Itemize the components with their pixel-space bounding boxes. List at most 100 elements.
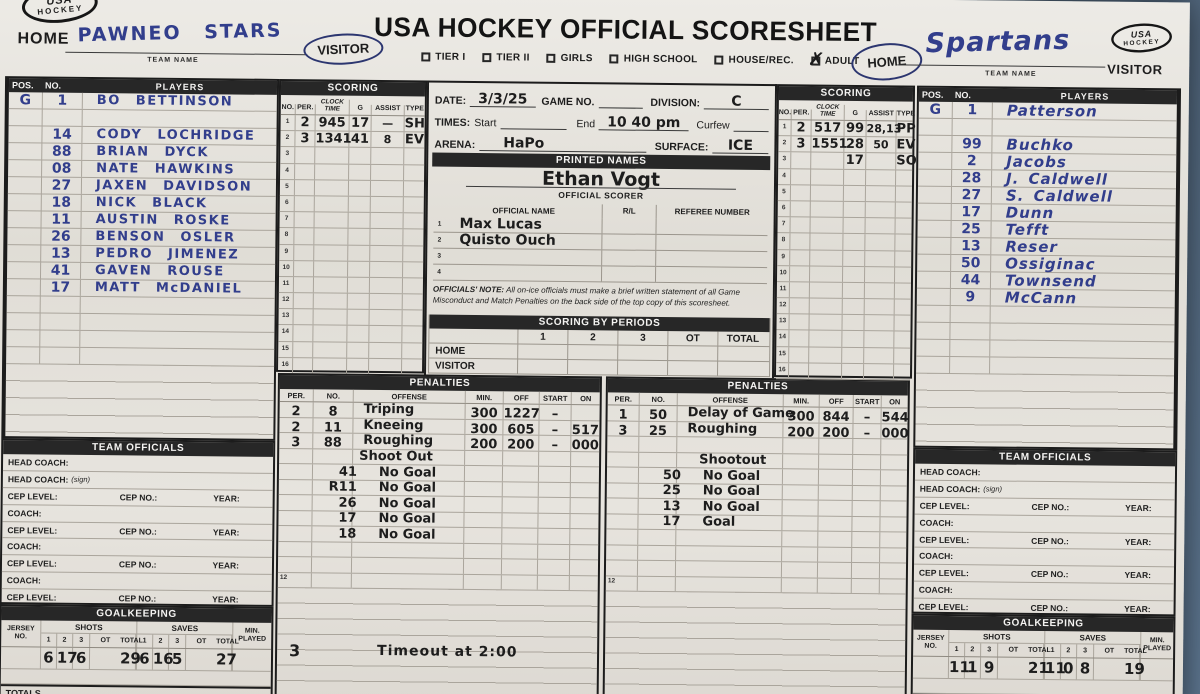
goal-scorer: 99 [844,120,867,137]
scoring-row: 8 [777,233,912,252]
type-header: TYPE [896,110,916,118]
period-header: 2 [964,643,981,657]
player-number: 2 [952,153,993,170]
shooter-number: 17 [338,510,357,526]
player-position [8,109,43,126]
goalkeeping-headers: JERSEY NO. SHOTS SAVES 1 2 3 OT TOTAL 1 2 3 OT TOT… [913,629,1174,660]
penalty-start-cell: – [539,435,572,453]
player-position [918,152,953,170]
shots-saves-headers: SHOTS SAVES 1 2 3 OT TOTAL 1 2 3 OT TOTAL [41,620,239,649]
penalty-offense-cell [351,557,465,574]
penalty-offense [676,530,781,531]
player-position [7,228,42,245]
penalty-off-cell [818,516,853,531]
penalty-offense-cell: Triping [353,402,466,419]
shootout-attempt: 13 No Goal [641,498,766,515]
player-position [917,254,952,271]
penalty-offense-cell: Delay of Game [677,405,794,422]
penalty-period-cell [605,560,639,576]
goal-clock-time [810,250,844,266]
goal-type [403,278,423,293]
scoring-row: 15 [776,346,911,365]
goal-type [896,202,912,217]
referee-row-number: 4 [437,268,441,276]
left-scoring-rows: 1 2 945 17 — SH 2 3 1341 41 8 EV [277,114,425,376]
saves-columns: 1 2 3 OT TOTAL [1045,644,1147,659]
blank-ruled-rows [5,364,275,439]
penalty-start-cell: – [853,407,882,425]
player-number: 26 [41,228,82,245]
cep-no-label: CEP NO.: [118,559,157,570]
sbp-column-header: TOTAL [717,331,768,347]
player-number: 17 [951,203,992,221]
goal-clock-time [810,185,844,201]
referee-row-number: 1 [437,220,442,228]
goal-scorer [349,148,372,164]
penalty-player-cell [311,572,352,588]
goal-period [788,363,810,379]
penalty-offense-cell [676,545,783,562]
offense-header: OFFENSE [677,393,784,407]
totals-label: TOTALS [5,688,41,694]
division-label: DIVISION: [650,96,701,110]
player-number: 25 [951,220,992,238]
shooter-number: 13 [662,498,681,514]
goal-clock-time [313,277,349,293]
goal-period [294,196,315,212]
scoring-column-headers: NO. PER. CLOCK TIME G ASSIST TYPE [778,100,916,122]
year-label: YEAR: [213,493,240,504]
coach-label: COACH: [919,551,954,562]
rl-header: R/L [601,204,656,219]
left-goalkeeping-table: GOALKEEPING JERSEY NO. SHOTS SAVES 1 2 3 OT TO… [0,604,274,694]
scoring-row: 6 [777,201,912,219]
player-number [40,296,81,313]
right-scoring-rows: 1 2 517 99 28,13 PP 2 3 1551 28 50 EV [775,120,917,381]
goal-scorer [347,326,370,342]
penalty-start-cell [852,531,881,547]
penalty-on-cell [571,483,599,498]
head-coach-label: HEAD COACH: [919,483,981,495]
row-number: 4 [778,168,792,185]
penalty-on-cell [571,452,599,467]
player-number [40,313,81,330]
goal-period [790,217,811,233]
left-scoring-table: SCORING NO. PER. CLOCK TIME G ASSIST TYPE… [276,78,428,376]
penalty-offense [676,546,781,547]
goal-type [404,181,424,196]
player-position [7,194,42,211]
goal-type: SO [896,153,917,170]
date-line: DATE: 3/3/25 GAME NO. DIVISION: C [435,87,769,111]
penalty-min-cell [782,546,819,562]
sbp-visitor-label: VISITOR [435,360,475,373]
penalty-start-cell [538,466,572,482]
goal-assists [864,331,895,348]
scoring-row: 13 [278,309,423,327]
coach-label: COACH: [7,507,42,519]
row-number: 9 [279,244,295,260]
penalty-on-cell: 544 [881,408,908,425]
cep-level-label: CEP LEVEL: [919,534,970,545]
sign-label: (sign) [983,484,1003,494]
scoring-row: 12 [776,298,911,316]
shots-value: 1 [964,657,981,679]
penalty-player-cell [638,529,677,545]
clock-time-header: CLOCK TIME [315,98,350,115]
row-number: 12 [278,293,294,309]
player-position [8,126,43,143]
penalty-period-cell: 12 [605,575,638,591]
goal-clock-time [314,196,349,212]
penalty-off-cell [818,500,853,516]
goal-period: 3 [791,136,812,152]
penalty-start-cell [852,547,881,563]
checkbox-label: TIER I [435,51,466,63]
goal-clock-time [811,152,845,169]
shooter-number: 17 [662,513,681,530]
penalty-period-cell: 2 [279,401,314,419]
player-number: 9 [950,288,991,306]
penalty-min-cell [782,500,819,516]
player-position [917,220,952,237]
referee-rl [601,234,656,250]
penalty-period-cell [606,498,639,514]
goal-clock-time [313,293,348,309]
period-header: TOTAL [1028,643,1051,657]
